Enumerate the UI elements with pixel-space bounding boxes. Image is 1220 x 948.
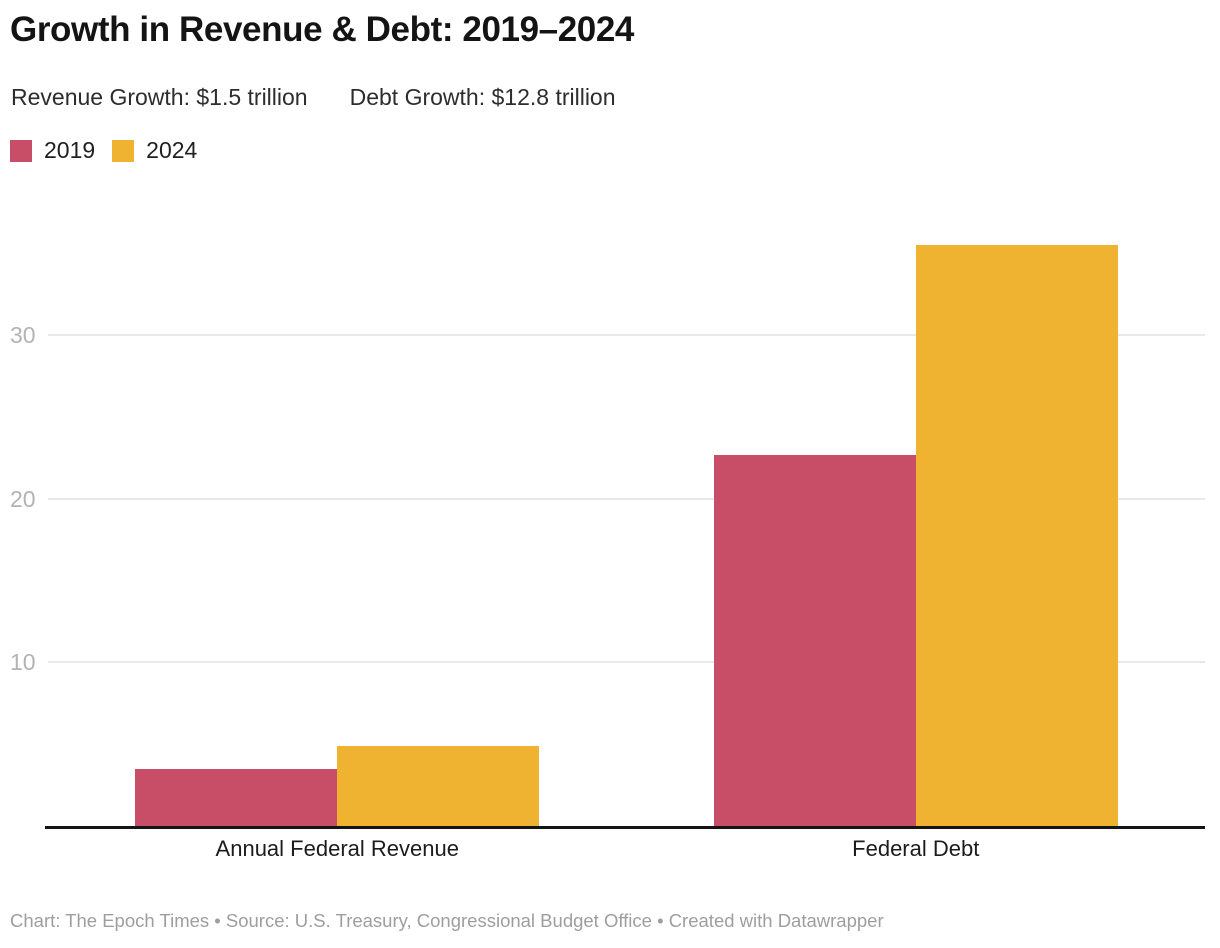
bar-2024-annual-federal-revenue <box>337 745 540 826</box>
y-tick-label-30: 30 <box>10 322 36 349</box>
bar-2019-federal-debt <box>713 454 916 826</box>
legend-item-2024: 2024 <box>112 137 197 164</box>
chart-title: Growth in Revenue & Debt: 2019–2024 <box>10 10 634 49</box>
legend-label: 2019 <box>44 137 96 163</box>
legend-swatch-2019 <box>10 139 32 162</box>
x-axis-label-annual-federal-revenue: Annual Federal Revenue <box>215 836 459 861</box>
gridline-30 <box>48 334 1205 337</box>
bar-2019-annual-federal-revenue <box>135 768 338 826</box>
legend-label: 2024 <box>146 137 198 163</box>
legend: 2019 2024 <box>10 137 197 164</box>
legend-swatch-2024 <box>112 139 135 162</box>
subtitle-debt-growth: Debt Growth: $12.8 trillion <box>349 84 616 110</box>
x-axis-line <box>45 826 1205 829</box>
y-tick-label-10: 10 <box>10 649 36 676</box>
legend-item-2019: 2019 <box>10 137 95 164</box>
attribution-footer: Chart: The Epoch Times • Source: U.S. Tr… <box>10 910 884 931</box>
x-axis-label-federal-debt: Federal Debt <box>852 836 980 861</box>
y-tick-label-20: 20 <box>10 485 36 512</box>
gridline-10 <box>48 661 1205 664</box>
gridline-20 <box>48 497 1205 500</box>
plot-area: 10 20 30 <box>10 180 1205 829</box>
chart-subtitle: Revenue Growth: $1.5 trillion Debt Growth… <box>11 84 616 111</box>
subtitle-revenue-growth: Revenue Growth: $1.5 trillion <box>11 84 308 110</box>
bar-2024-federal-debt <box>915 245 1118 826</box>
